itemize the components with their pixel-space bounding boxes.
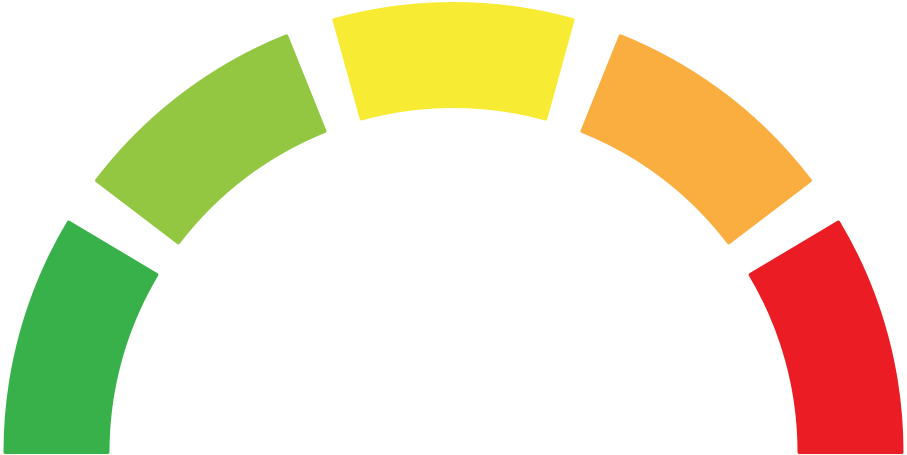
segment-red xyxy=(748,220,904,454)
segment-green xyxy=(3,220,159,454)
segment-orange xyxy=(580,34,812,245)
segment-light-green xyxy=(95,34,327,245)
segment-yellow xyxy=(332,2,575,121)
